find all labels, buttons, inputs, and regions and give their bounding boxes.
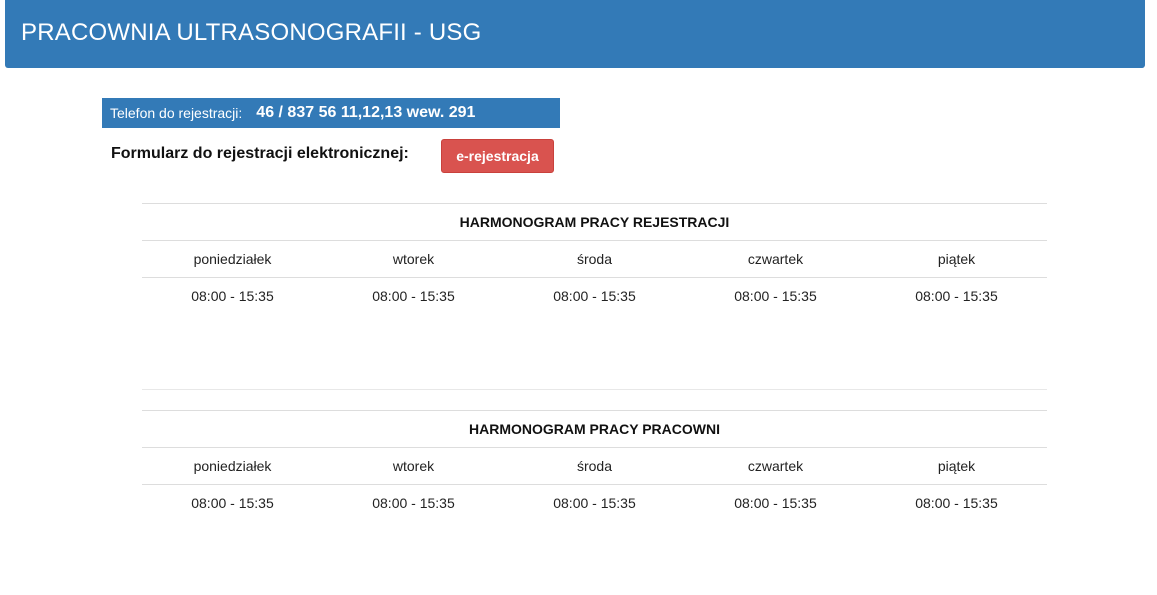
page-title: PRACOWNIA ULTRASONOGRAFII - USG <box>21 19 482 46</box>
day-header: wtorek <box>323 240 504 278</box>
hours-cell: 08:00 - 15:35 <box>323 484 504 521</box>
hours-cell: 08:00 - 15:35 <box>142 277 323 314</box>
phone-info-bar: Telefon do rejestracji: 46 / 837 56 11,1… <box>102 98 560 128</box>
hours-cell: 08:00 - 15:35 <box>504 277 685 314</box>
day-header: wtorek <box>323 447 504 485</box>
hours-cell: 08:00 - 15:35 <box>866 484 1047 521</box>
day-header: piątek <box>866 447 1047 485</box>
schedule-title: HARMONOGRAM PRACY REJESTRACJI <box>142 203 1047 241</box>
phone-number: 46 / 837 56 11,12,13 wew. 291 <box>256 104 476 121</box>
hours-cell: 08:00 - 15:35 <box>866 277 1047 314</box>
registration-schedule-table: HARMONOGRAM PRACY REJESTRACJI poniedział… <box>142 203 1047 314</box>
e-registration-label: Formularz do rejestracji elektronicznej: <box>111 145 409 162</box>
day-header: czwartek <box>685 447 866 485</box>
day-header: poniedziałek <box>142 447 323 485</box>
e-registration-button[interactable]: e-rejestracja <box>441 139 554 173</box>
hours-cell: 08:00 - 15:35 <box>142 484 323 521</box>
schedule-title: HARMONOGRAM PRACY PRACOWNI <box>142 410 1047 448</box>
day-header: poniedziałek <box>142 240 323 278</box>
day-header: środa <box>504 447 685 485</box>
page-header: PRACOWNIA ULTRASONOGRAFII - USG <box>5 0 1145 68</box>
clinic-schedule-table: HARMONOGRAM PRACY PRACOWNI poniedziałek … <box>142 410 1047 521</box>
hours-cell: 08:00 - 15:35 <box>685 484 866 521</box>
hours-cell: 08:00 - 15:35 <box>504 484 685 521</box>
phone-label: Telefon do rejestracji: <box>110 105 243 121</box>
section-divider <box>142 389 1047 390</box>
hours-cell: 08:00 - 15:35 <box>685 277 866 314</box>
hours-cell: 08:00 - 15:35 <box>323 277 504 314</box>
day-header: środa <box>504 240 685 278</box>
day-header: czwartek <box>685 240 866 278</box>
day-header: piątek <box>866 240 1047 278</box>
